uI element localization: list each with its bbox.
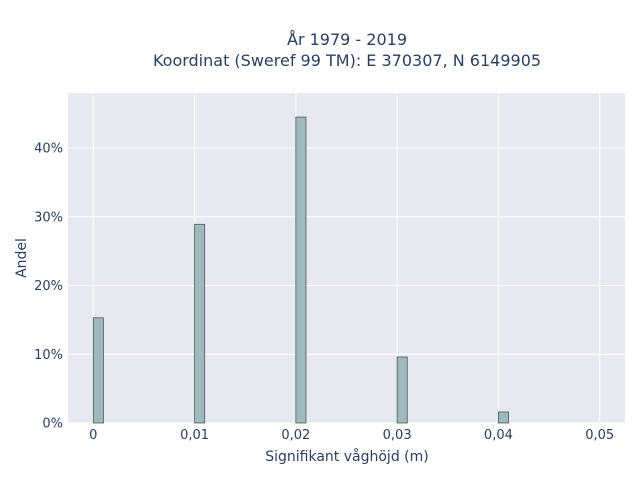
x-tick-label: 0,04 [484, 428, 513, 443]
y-tick-label: 40% [34, 142, 63, 157]
chart-title-line1: År 1979 - 2019 [287, 30, 407, 49]
histogram-bar [498, 411, 509, 424]
y-tick-label: 0% [42, 417, 63, 432]
histogram-bar [194, 223, 206, 424]
x-tick-label: 0 [89, 428, 97, 443]
y-axis-label: Andel [14, 238, 30, 278]
y-tick-label: 30% [34, 210, 63, 225]
histogram-bar [295, 116, 307, 424]
y-tick-label: 20% [34, 279, 63, 294]
chart-title-line2: Koordinat (Sweref 99 TM): E 370307, N 61… [153, 51, 541, 70]
x-tick-label: 0,03 [383, 428, 412, 443]
bars [92, 116, 509, 424]
x-tick-label: 0,05 [585, 428, 614, 443]
y-axis-ticks: 0% 10% 20% 30% 40% [34, 142, 63, 432]
histogram-bar [92, 317, 104, 424]
x-tick-label: 0,01 [180, 428, 209, 443]
plot-area [68, 93, 625, 423]
histogram-bar [396, 356, 408, 424]
y-tick-label: 10% [34, 348, 63, 363]
x-tick-label: 0,02 [281, 428, 310, 443]
x-axis-label: Signifikant våghöjd (m) [265, 448, 428, 465]
x-axis-ticks: 0 0,01 0,02 0,03 0,04 0,05 [89, 428, 614, 443]
